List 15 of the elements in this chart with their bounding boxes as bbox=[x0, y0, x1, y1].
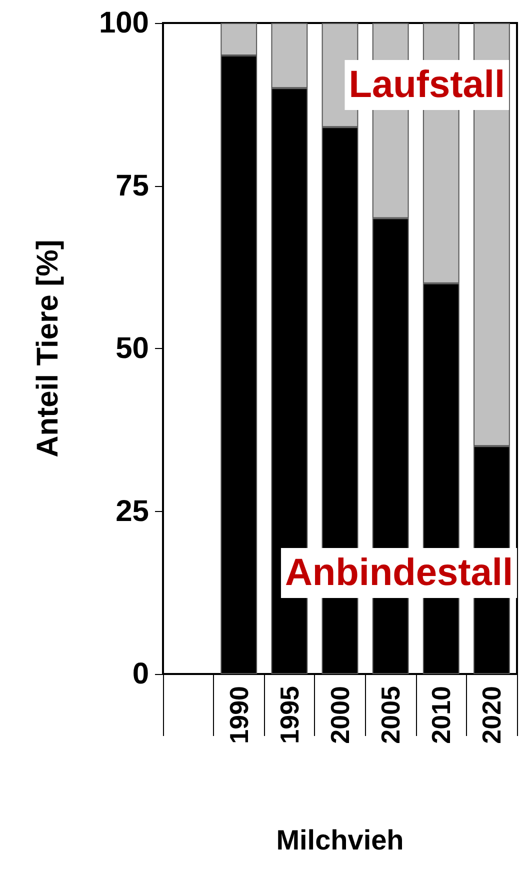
y-tick-label: 100 bbox=[98, 6, 149, 40]
x-axis-title: Milchvieh bbox=[276, 824, 404, 856]
series-label: Anbindestall bbox=[284, 552, 514, 594]
x-tick-label: 2005 bbox=[376, 686, 406, 744]
y-tick-label: 75 bbox=[116, 169, 149, 202]
y-tick-label: 0 bbox=[132, 658, 149, 690]
y-tick-label: 25 bbox=[116, 494, 149, 528]
x-tick-label: 1990 bbox=[224, 686, 254, 744]
y-tick-label: 50 bbox=[116, 332, 149, 365]
x-tick-label: 2000 bbox=[325, 686, 355, 744]
x-tick-label: 1995 bbox=[274, 686, 304, 744]
series-label: Laufstall bbox=[348, 64, 505, 106]
x-tick-label: 2020 bbox=[476, 686, 507, 744]
x-tick-label: 2010 bbox=[426, 686, 456, 744]
y-axis-title: Anteil Tiere [%] bbox=[32, 240, 64, 458]
